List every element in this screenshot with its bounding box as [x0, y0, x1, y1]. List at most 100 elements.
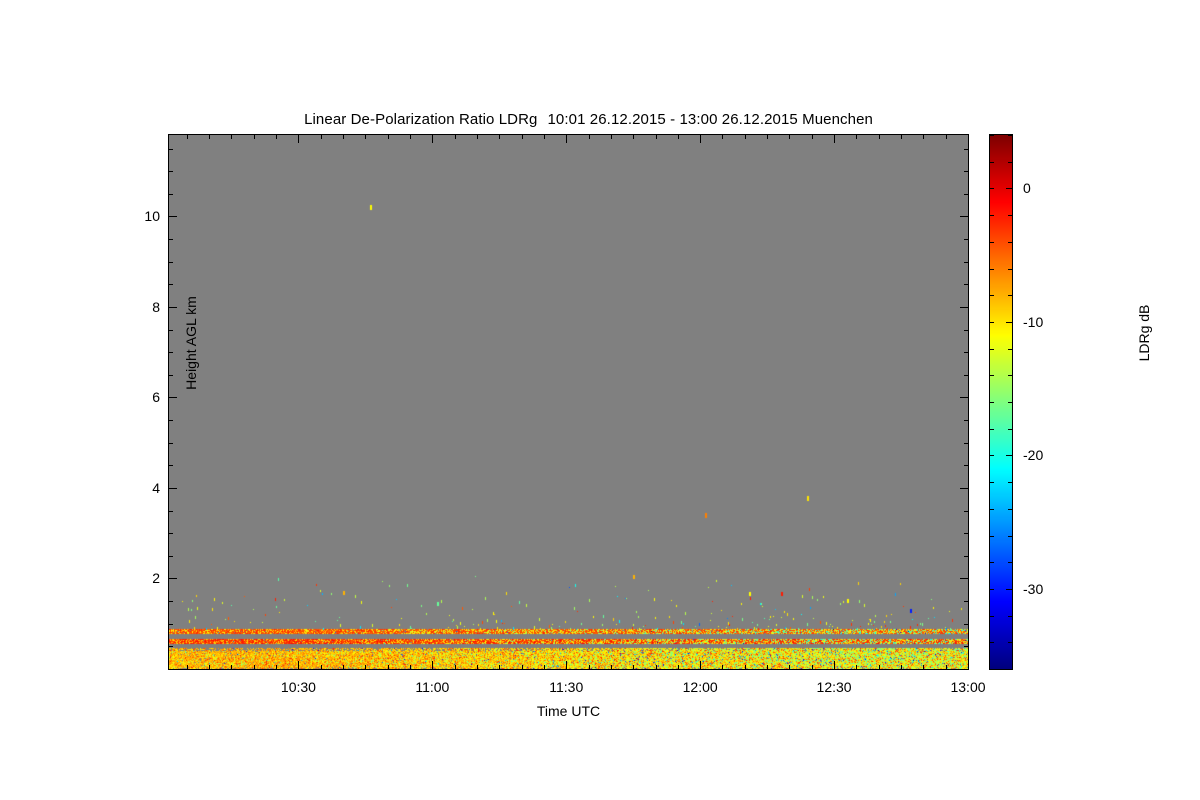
- x-axis-tick-major: [700, 135, 701, 143]
- plot-axes[interactable]: Height AGL km Time UTC 2 4 6 8 10 10:30 11:00 1…: [144, 134, 986, 719]
- x-axis-tick: [187, 135, 188, 139]
- colorbar-tick: [1008, 135, 1012, 136]
- x-axis-tick-label: 11:00: [415, 679, 450, 695]
- x-axis-tick: [678, 135, 679, 139]
- colorbar-tick: [1008, 642, 1012, 643]
- y-axis-tick: [169, 443, 173, 444]
- colorbar-tick: [990, 188, 994, 189]
- colorbar-tick: [990, 562, 994, 563]
- y-axis-tick: [169, 624, 173, 625]
- x-axis-tick: [611, 135, 612, 139]
- y-axis-tick-major: [960, 397, 968, 398]
- colorbar-tick: [990, 482, 994, 483]
- x-axis-tick: [901, 135, 902, 139]
- colorbar-tick: [990, 429, 994, 430]
- colorbar-tick: [1008, 162, 1012, 163]
- y-axis-tick: [964, 330, 968, 331]
- y-axis-tick-label: 6: [152, 389, 160, 406]
- y-axis-tick: [169, 352, 173, 353]
- x-axis-tick: [410, 665, 411, 669]
- y-axis-tick: [169, 171, 173, 172]
- y-axis-tick: [964, 465, 968, 466]
- colorbar-tick: [1008, 669, 1012, 670]
- colorbar-label: LDRg dB: [1136, 304, 1152, 362]
- colorbar-tick: [990, 402, 994, 403]
- y-axis-tick: [964, 149, 968, 150]
- y-axis-tick: [169, 284, 173, 285]
- y-axis-tick: [169, 465, 173, 466]
- y-axis-tick: [964, 533, 968, 534]
- y-axis-tick: [964, 420, 968, 421]
- y-axis-tick-major: [960, 488, 968, 489]
- colorbar-tick: [990, 509, 994, 510]
- y-axis-tick: [169, 601, 173, 602]
- x-axis-tick: [745, 665, 746, 669]
- colorbar-tick: [1008, 536, 1012, 537]
- x-axis-tick-major: [700, 661, 701, 669]
- y-axis-tick: [964, 669, 968, 670]
- colorbar-gradient: [990, 135, 1012, 669]
- y-axis-tick: [169, 420, 173, 421]
- y-axis-tick-label: 4: [152, 479, 160, 496]
- colorbar-tick-label: -30: [1023, 580, 1044, 597]
- colorbar-tick-major: [1006, 322, 1012, 323]
- y-axis-tick: [964, 443, 968, 444]
- x-axis-tick-major: [834, 661, 835, 669]
- x-axis-tick: [633, 665, 634, 669]
- x-axis-tick: [879, 135, 880, 139]
- colorbar-tick: [1008, 482, 1012, 483]
- x-axis-tick: [722, 665, 723, 669]
- colorbar-tick: [1008, 215, 1012, 216]
- y-axis-tick: [169, 556, 173, 557]
- y-axis-tick: [964, 511, 968, 512]
- x-axis-tick-label: 11:30: [549, 679, 584, 695]
- y-axis-tick-major: [169, 397, 177, 398]
- x-axis-tick: [544, 135, 545, 139]
- colorbar-tick: [990, 616, 994, 617]
- y-axis-tick: [169, 511, 173, 512]
- x-axis-tick-major: [566, 661, 567, 669]
- y-axis-tick: [169, 194, 173, 195]
- y-axis-tick-label: 10: [144, 208, 160, 225]
- colorbar-tick: [990, 589, 994, 590]
- x-axis-tick: [812, 135, 813, 139]
- x-axis-tick: [321, 135, 322, 139]
- x-axis-tick: [789, 665, 790, 669]
- y-axis-tick: [169, 533, 173, 534]
- x-axis-tick: [455, 135, 456, 139]
- colorbar-tick-major: [1006, 455, 1012, 456]
- x-axis-tick: [365, 665, 366, 669]
- x-axis-tick: [231, 665, 232, 669]
- x-axis-tick: [231, 135, 232, 139]
- x-axis-tick-label: 12:00: [682, 679, 718, 695]
- x-axis-tick: [923, 665, 924, 669]
- x-axis-tick-major: [298, 135, 299, 143]
- y-axis-tick: [964, 624, 968, 625]
- chart-title: Linear De-Polarization Ratio LDRg 10:01 2…: [0, 94, 1160, 145]
- colorbar-tick-label: -10: [1023, 313, 1044, 330]
- y-axis-tick: [964, 375, 968, 376]
- colorbar[interactable]: LDRg dB 0 -10 -20 -30: [989, 134, 1152, 670]
- x-axis-tick: [187, 665, 188, 669]
- y-axis-tick-label: 2: [152, 570, 160, 587]
- x-axis-tick-major: [566, 135, 567, 143]
- colorbar-tick: [1008, 295, 1012, 296]
- x-axis-tick: [656, 665, 657, 669]
- colorbar-tick: [1008, 402, 1012, 403]
- x-axis-tick-major: [432, 135, 433, 143]
- x-axis-tick: [477, 665, 478, 669]
- colorbar-tick: [990, 242, 994, 243]
- y-axis-tick-major: [169, 216, 177, 217]
- colorbar-tick: [990, 349, 994, 350]
- colorbar-tick: [990, 536, 994, 537]
- y-axis-label: Height AGL km: [183, 296, 199, 390]
- y-axis-tick: [964, 194, 968, 195]
- y-axis-tick: [169, 375, 173, 376]
- x-axis-tick: [789, 135, 790, 139]
- x-axis-tick: [254, 135, 255, 139]
- x-axis-tick: [410, 135, 411, 139]
- y-axis-tick: [169, 239, 173, 240]
- x-axis-tick: [856, 665, 857, 669]
- y-axis-tick-major: [960, 307, 968, 308]
- y-axis-tick: [169, 330, 173, 331]
